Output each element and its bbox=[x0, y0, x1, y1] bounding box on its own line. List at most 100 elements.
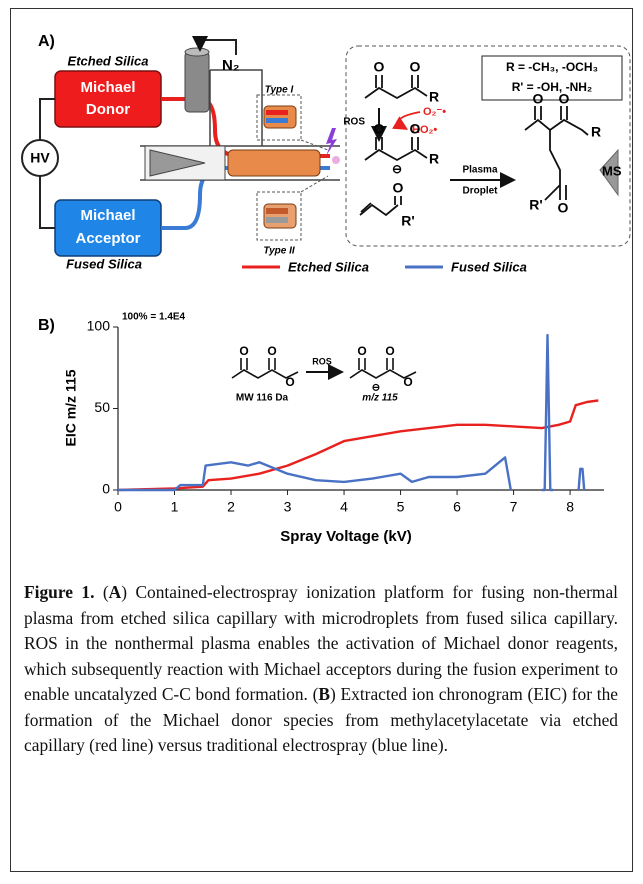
type1-red bbox=[266, 110, 288, 115]
inset-product: m/z 115 bbox=[362, 393, 398, 404]
gas-inlet-top bbox=[184, 47, 210, 57]
inset: ROS MW 116 Da m/z 115 O O O O O O ⊖ bbox=[231, 344, 417, 404]
superoxide: O₂⁻• bbox=[423, 106, 446, 118]
panel-label: B) bbox=[38, 317, 55, 334]
legend-label: Fused Silica bbox=[451, 259, 527, 274]
spray bbox=[332, 156, 340, 164]
panel-label: A) bbox=[38, 33, 55, 50]
atom-label: O bbox=[374, 59, 385, 75]
type1-box bbox=[256, 94, 302, 141]
inset-arrow-label: ROS bbox=[312, 356, 332, 366]
atom-label: O bbox=[374, 121, 385, 137]
inset-reactant: MW 116 Da bbox=[236, 393, 289, 404]
hv-wire bbox=[39, 98, 55, 229]
y-tick-label: 50 bbox=[94, 399, 110, 415]
chart: 0 50 100 0 1 2 3 4 5 6 7 8 Spray Voltage (kV) EIC m/z… bbox=[63, 318, 604, 545]
inset-atom: O bbox=[403, 375, 412, 389]
reaction-box bbox=[345, 45, 631, 247]
atom-label: O bbox=[558, 200, 569, 216]
atom-label: O bbox=[410, 121, 421, 137]
gas-arrow bbox=[192, 36, 237, 55]
donor-material: Etched Silica bbox=[68, 53, 149, 68]
arrow-label: Droplet bbox=[463, 186, 499, 197]
type1-label: Type I bbox=[265, 85, 294, 96]
inset-atom: O bbox=[239, 344, 248, 358]
ros-label: ROS bbox=[343, 117, 365, 128]
hv-source bbox=[21, 139, 59, 177]
plasma-spark bbox=[326, 128, 337, 156]
caption-text: ( bbox=[94, 582, 109, 602]
x-tick-label: 2 bbox=[227, 499, 235, 515]
y-axis-label: EIC m/z 115 bbox=[63, 369, 79, 446]
hydroperoxyl: HO₂• bbox=[412, 124, 437, 136]
atom-label: O bbox=[393, 180, 404, 196]
atom-label: O bbox=[559, 91, 570, 107]
legend: Etched Silica Fused Silica bbox=[242, 259, 527, 274]
type1-tip bbox=[263, 105, 297, 129]
atom-label: R bbox=[429, 151, 439, 167]
inset-bonds bbox=[231, 358, 417, 379]
figure: A) Etched Silica Michael Donor Michael A… bbox=[21, 33, 631, 545]
scale-annotation: 100% = 1.4E4 bbox=[122, 312, 186, 323]
atom-label: R bbox=[591, 124, 601, 140]
caption-text: ) Contained-electrospray ionization plat… bbox=[24, 582, 618, 704]
type2-red bbox=[266, 208, 288, 214]
x-tick-label: 6 bbox=[453, 499, 461, 515]
ms-cone bbox=[599, 148, 619, 197]
caption-text: Figure 1. bbox=[24, 582, 95, 602]
gas-inlet bbox=[184, 51, 210, 113]
atom-label: R bbox=[429, 89, 439, 105]
type2-gray bbox=[266, 217, 288, 223]
acceptor-text: Acceptor bbox=[75, 230, 140, 247]
atom-label: O bbox=[410, 59, 421, 75]
atom-label: O bbox=[533, 91, 544, 107]
r-box bbox=[481, 55, 623, 101]
acceptor-text: Michael bbox=[80, 207, 135, 224]
hv-label: HV bbox=[30, 150, 50, 166]
r-definition: R = -CH₃, -OCH₃ bbox=[506, 60, 598, 74]
type2-tip bbox=[263, 203, 297, 229]
caption: Figure 1. (A) Contained-electrospray ion… bbox=[24, 580, 618, 759]
inset-atom: ⊖ bbox=[372, 383, 380, 394]
inset-atom: O bbox=[385, 344, 394, 358]
caption-text: ) Extracted ion chronogram (EIC) for the… bbox=[24, 684, 618, 755]
type1-blue bbox=[266, 118, 288, 123]
structures bbox=[359, 75, 589, 217]
type2-label: Type II bbox=[263, 246, 295, 257]
x-tick-label: 7 bbox=[510, 499, 518, 515]
x-tick-label: 4 bbox=[340, 499, 348, 515]
x-tick-label: 8 bbox=[566, 499, 574, 515]
x-tick-label: 0 bbox=[114, 499, 122, 515]
gas-label: N₂ bbox=[222, 57, 240, 74]
inset-atom: O bbox=[357, 344, 366, 358]
donor-text: Michael bbox=[80, 79, 135, 96]
x-tick-label: 1 bbox=[171, 499, 179, 515]
y-tick-label: 0 bbox=[102, 481, 110, 497]
caption-text: A bbox=[108, 582, 122, 602]
type2-box bbox=[256, 191, 302, 241]
zoom-lines bbox=[300, 139, 329, 193]
tee-outline bbox=[140, 69, 340, 181]
y-tick-label: 100 bbox=[87, 318, 111, 334]
atom-label: R' bbox=[401, 213, 414, 229]
acceptor-material: Fused Silica bbox=[66, 256, 142, 271]
donor-text: Donor bbox=[86, 101, 130, 118]
legend-label: Etched Silica bbox=[288, 259, 369, 274]
r-definition: R' = -OH, -NH₂ bbox=[512, 80, 593, 94]
x-axis-label: Spray Voltage (kV) bbox=[280, 528, 411, 545]
inset-atom: O bbox=[285, 375, 294, 389]
atom-label: R' bbox=[529, 197, 542, 213]
outer-capillary bbox=[227, 149, 321, 177]
inset-atom: O bbox=[267, 344, 276, 358]
arrow-label: Plasma bbox=[462, 165, 497, 176]
data-line bbox=[118, 333, 586, 492]
caption-text: B bbox=[318, 684, 331, 704]
ms-label: MS bbox=[602, 163, 622, 178]
x-tick-label: 5 bbox=[397, 499, 405, 515]
atom-labels: O ORO OR⊖OR'O ORR' O bbox=[374, 59, 602, 229]
figure-border bbox=[10, 8, 633, 872]
tee-cone bbox=[149, 149, 206, 177]
data-line bbox=[117, 399, 599, 492]
x-tick-label: 3 bbox=[284, 499, 292, 515]
